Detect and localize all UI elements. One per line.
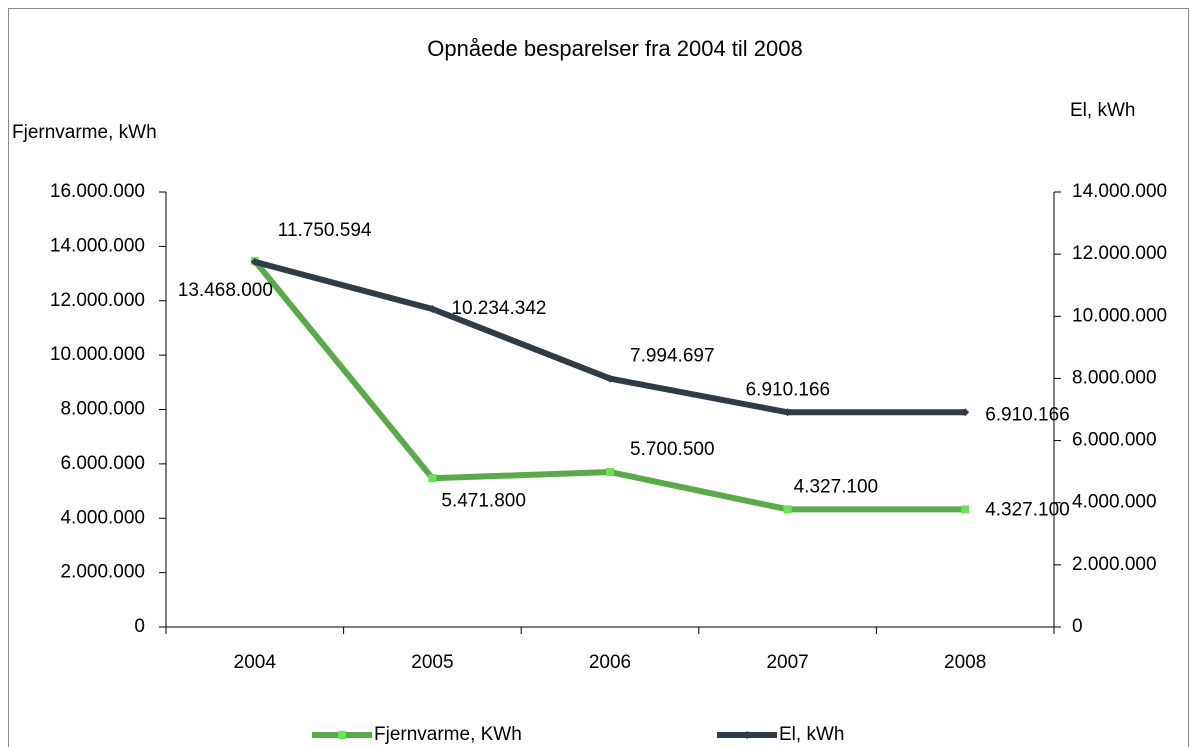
y2-tick-label: 8.000.000 — [1072, 367, 1157, 388]
y2-tick-label: 14.000.000 — [1072, 181, 1167, 202]
x-tick-label: 2005 — [411, 652, 453, 673]
x-tick-label: 2008 — [944, 652, 986, 673]
y-tick-label: 10.000.000 — [50, 344, 145, 365]
marker — [961, 408, 970, 417]
marker — [428, 305, 437, 314]
y2-tick-label: 0 — [1072, 616, 1083, 637]
y2-tick-label: 12.000.000 — [1072, 243, 1167, 264]
chart-title: Opnåede besparelser fra 2004 til 2008 — [427, 36, 802, 61]
y-axis-label: Fjernvarme, kWh — [12, 122, 157, 143]
marker — [783, 408, 792, 417]
x-tick-label: 2007 — [766, 652, 808, 673]
data-label: 11.750.594 — [278, 220, 372, 241]
y-tick-label: 12.000.000 — [50, 290, 145, 311]
data-label: 4.327.100 — [985, 499, 1070, 520]
marker — [606, 374, 614, 383]
marker — [428, 474, 437, 483]
y2-axis-label: El, kWh — [1070, 100, 1135, 121]
y-tick-label: 6.000.000 — [60, 453, 145, 474]
legend-marker — [338, 731, 346, 739]
marker — [606, 468, 614, 477]
y2-tick-label: 6.000.000 — [1072, 430, 1157, 451]
data-label: 13.468.000 — [178, 280, 273, 301]
y2-tick-label: 2.000.000 — [1072, 554, 1157, 575]
y-tick-label: 2.000.000 — [60, 562, 145, 583]
data-label: 4.327.100 — [794, 476, 879, 497]
x-tick-label: 2006 — [589, 652, 631, 673]
legend-marker — [743, 731, 751, 739]
y-tick-label: 16.000.000 — [50, 181, 145, 202]
y-tick-label: 0 — [134, 616, 145, 637]
data-label: 10.234.342 — [451, 298, 546, 319]
x-tick-label: 2004 — [234, 652, 277, 673]
marker — [961, 505, 970, 514]
y2-tick-label: 4.000.000 — [1072, 492, 1157, 513]
data-label: 5.700.500 — [630, 439, 715, 460]
y-tick-label: 8.000.000 — [60, 399, 145, 420]
marker — [250, 257, 259, 266]
data-label: 5.471.800 — [441, 490, 526, 511]
chart-frame — [8, 8, 1189, 747]
legend-label: El, kWh — [779, 724, 844, 745]
marker — [783, 505, 792, 514]
y2-tick-label: 10.000.000 — [1072, 305, 1167, 326]
data-label: 6.910.166 — [746, 379, 831, 400]
y-tick-label: 14.000.000 — [50, 235, 145, 256]
data-label: 6.910.166 — [985, 404, 1070, 425]
data-label: 7.994.697 — [630, 346, 715, 367]
y-tick-label: 4.000.000 — [60, 507, 145, 528]
legend-label: Fjernvarme, KWh — [374, 724, 522, 745]
